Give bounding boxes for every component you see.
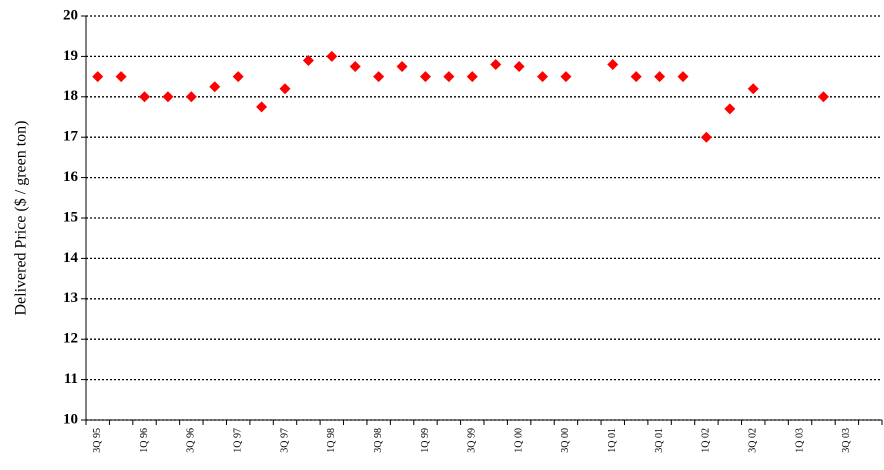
y-tick-label: 16 <box>63 169 79 185</box>
x-tick-label: 1Q 03 <box>794 428 805 453</box>
marker <box>654 71 666 83</box>
marker <box>326 50 338 62</box>
x-tick-label: 3Q 97 <box>279 428 290 453</box>
marker <box>560 71 572 83</box>
marker <box>162 91 174 103</box>
marker <box>349 61 361 72</box>
y-tick-label: 18 <box>63 88 78 104</box>
marker <box>513 61 525 72</box>
marker <box>490 58 502 70</box>
x-tick-label: 1Q 99 <box>420 428 431 453</box>
marker <box>677 71 689 83</box>
marker <box>630 71 642 83</box>
y-tick-label: 19 <box>63 48 78 64</box>
marker <box>466 71 478 83</box>
x-tick-label: 3Q 99 <box>467 428 478 453</box>
marker <box>419 71 431 83</box>
marker <box>700 131 712 143</box>
x-tick-label: 3Q 98 <box>373 428 384 453</box>
marker <box>185 91 197 103</box>
marker <box>209 81 221 93</box>
x-tick-label: 3Q 01 <box>654 428 665 453</box>
x-tick-label: 1Q 97 <box>232 428 243 453</box>
marker <box>302 54 314 66</box>
x-tick-label: 1Q 96 <box>139 428 150 453</box>
marker <box>817 91 829 103</box>
x-tick-label: 3Q 02 <box>748 428 759 453</box>
y-tick-label: 14 <box>63 250 79 266</box>
marker <box>443 71 455 83</box>
marker <box>139 91 151 103</box>
y-axis-title: Delivered Price ($ / green ton) <box>13 120 30 315</box>
marker <box>373 71 385 83</box>
marker <box>256 101 268 113</box>
x-tick-label: 1Q 02 <box>701 428 712 453</box>
y-tick-label: 17 <box>63 129 79 145</box>
x-tick-label: 1Q 98 <box>326 428 337 453</box>
marker <box>724 103 736 115</box>
y-tick-label: 10 <box>63 411 78 427</box>
x-tick-label: 3Q 95 <box>92 428 103 453</box>
marker <box>747 83 759 95</box>
x-tick-label: 1Q 01 <box>607 428 618 453</box>
y-tick-label: 11 <box>64 371 78 387</box>
x-tick-label: 1Q 00 <box>513 428 524 453</box>
marker <box>279 83 291 95</box>
y-tick-label: 20 <box>63 7 78 23</box>
marker <box>92 71 104 83</box>
x-tick-label: 3Q 96 <box>186 428 197 453</box>
marker <box>607 58 619 70</box>
marker <box>396 61 408 72</box>
marker <box>232 71 244 83</box>
marker <box>115 71 127 83</box>
y-tick-label: 15 <box>63 209 78 225</box>
x-tick-label: 3Q 03 <box>841 428 852 453</box>
marker <box>537 71 549 83</box>
y-tick-label: 13 <box>63 290 78 306</box>
y-tick-label: 12 <box>63 331 78 347</box>
x-tick-label: 3Q 00 <box>560 428 571 453</box>
